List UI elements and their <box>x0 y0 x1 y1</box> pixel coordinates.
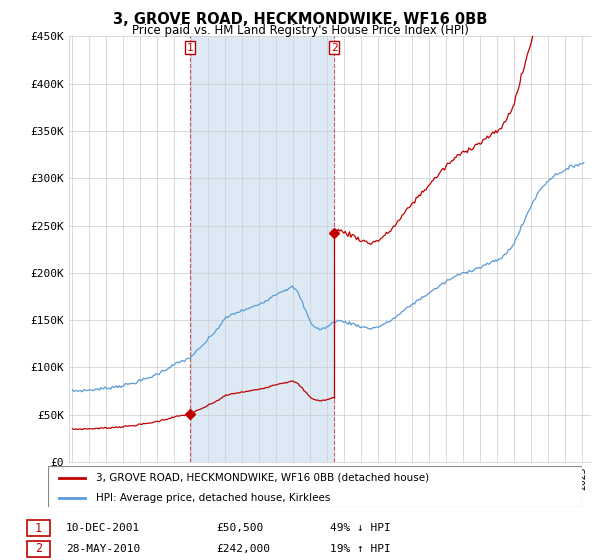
Text: 19% ↑ HPI: 19% ↑ HPI <box>330 544 391 554</box>
Text: 3, GROVE ROAD, HECKMONDWIKE, WF16 0BB (detached house): 3, GROVE ROAD, HECKMONDWIKE, WF16 0BB (d… <box>96 473 429 483</box>
Text: HPI: Average price, detached house, Kirklees: HPI: Average price, detached house, Kirk… <box>96 493 331 503</box>
Text: 1: 1 <box>187 43 194 53</box>
Text: 2: 2 <box>35 542 42 556</box>
Text: 49% ↓ HPI: 49% ↓ HPI <box>330 523 391 533</box>
Text: 10-DEC-2001: 10-DEC-2001 <box>66 523 140 533</box>
Text: 3, GROVE ROAD, HECKMONDWIKE, WF16 0BB: 3, GROVE ROAD, HECKMONDWIKE, WF16 0BB <box>113 12 487 27</box>
Text: £242,000: £242,000 <box>216 544 270 554</box>
Text: 1: 1 <box>35 521 42 535</box>
Text: Price paid vs. HM Land Registry's House Price Index (HPI): Price paid vs. HM Land Registry's House … <box>131 24 469 37</box>
Bar <box>190 36 334 462</box>
Text: £50,500: £50,500 <box>216 523 263 533</box>
Text: 2: 2 <box>331 43 338 53</box>
Text: 28-MAY-2010: 28-MAY-2010 <box>66 544 140 554</box>
